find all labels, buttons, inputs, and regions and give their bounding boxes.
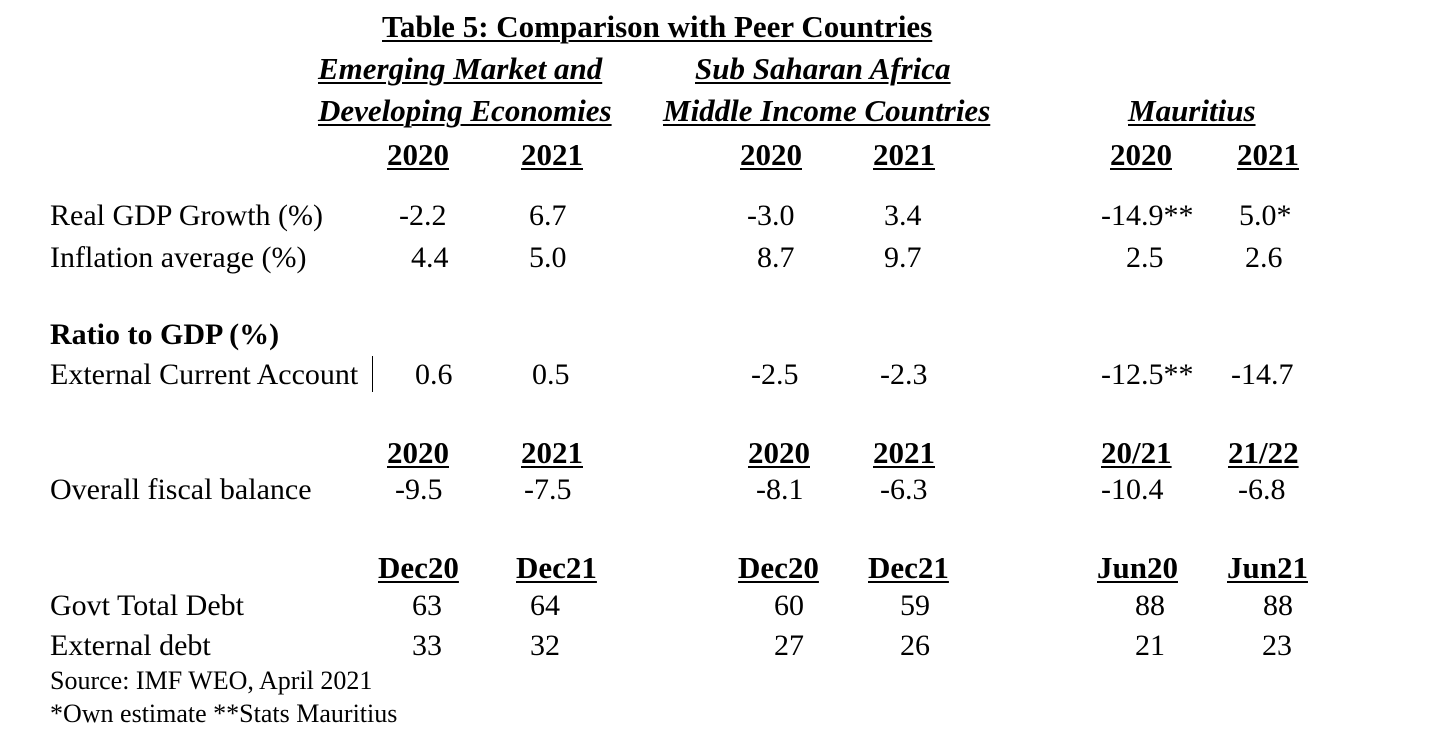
cell-value: -2.2 [399, 199, 447, 232]
text-cursor [372, 356, 373, 392]
period-header: Dec21 [516, 550, 597, 585]
cell-value: 32 [530, 629, 560, 662]
cell-value: -14.9** [1101, 199, 1194, 232]
row-label-gdp-growth: Real GDP Growth (%) [50, 199, 324, 232]
cell-value: -6.8 [1238, 473, 1286, 506]
source-note: Source: IMF WEO, April 2021 [50, 666, 373, 695]
row-label-external-debt: External debt [50, 629, 211, 662]
year-header: 2020 [1110, 137, 1172, 172]
cell-value: 5.0 [529, 241, 567, 274]
cell-value: -10.4 [1101, 473, 1164, 506]
footnote: *Own estimate **Stats Mauritius [50, 699, 398, 728]
cell-value: 23 [1262, 629, 1292, 662]
group-header-mauritius: Mauritius [1128, 93, 1256, 128]
cell-value: -3.0 [747, 199, 795, 232]
cell-value: -9.5 [395, 473, 443, 506]
section-heading-ratio-to-gdp: Ratio to GDP (%) [50, 318, 280, 351]
cell-value: 8.7 [757, 241, 795, 274]
cell-value: -8.1 [756, 473, 804, 506]
period-header: Jun21 [1227, 550, 1308, 585]
cell-value: 60 [774, 589, 804, 622]
period-header: Dec20 [738, 550, 819, 585]
year-header: 2021 [873, 137, 935, 172]
year-header: 2020 [748, 435, 810, 470]
table-title: Table 5: Comparison with Peer Countries [382, 9, 933, 44]
cell-value: -12.5** [1101, 358, 1194, 391]
year-header: 2021 [1237, 137, 1299, 172]
cell-value: 4.4 [411, 241, 449, 274]
cell-value: 5.0* [1239, 199, 1292, 232]
year-header: 2021 [521, 137, 583, 172]
year-header: 2021 [873, 435, 935, 470]
group-header-ssa-line1: Sub Saharan Africa [695, 51, 951, 86]
cell-value: 2.6 [1245, 241, 1283, 274]
year-header: 20/21 [1101, 435, 1172, 470]
year-header: 2020 [740, 137, 802, 172]
cell-value: 33 [412, 629, 442, 662]
cell-value: -2.5 [751, 358, 799, 391]
cell-value: 0.5 [532, 358, 570, 391]
cell-value: 6.7 [529, 199, 567, 232]
row-label-current-account: External Current Account [50, 358, 359, 391]
period-header: Jun20 [1097, 550, 1178, 585]
group-header-ssa-line2: Middle Income Countries [663, 93, 991, 128]
row-label-govt-debt: Govt Total Debt [50, 589, 244, 622]
cell-value: 2.5 [1126, 241, 1164, 274]
year-header: 2021 [521, 435, 583, 470]
cell-value: 63 [412, 589, 442, 622]
year-header: 2020 [387, 435, 449, 470]
period-header: Dec21 [868, 550, 949, 585]
cell-value: 21 [1135, 629, 1165, 662]
cell-value: 64 [530, 589, 560, 622]
cell-value: -6.3 [880, 473, 928, 506]
cell-value: 0.6 [415, 358, 453, 391]
group-header-emde-line1: Emerging Market and [318, 51, 603, 86]
year-header: 21/22 [1228, 435, 1299, 470]
cell-value: 3.4 [884, 199, 922, 232]
cell-value: 59 [900, 589, 930, 622]
row-label-fiscal-balance: Overall fiscal balance [50, 473, 312, 506]
cell-value: -2.3 [880, 358, 928, 391]
cell-value: -14.7 [1231, 358, 1294, 391]
row-label-inflation: Inflation average (%) [50, 241, 307, 274]
period-header: Dec20 [378, 550, 459, 585]
cell-value: 27 [774, 629, 804, 662]
cell-value: 88 [1263, 589, 1293, 622]
cell-value: 26 [900, 629, 930, 662]
group-header-emde-line2: Developing Economies [318, 93, 612, 128]
cell-value: 9.7 [884, 241, 922, 274]
year-header: 2020 [387, 137, 449, 172]
cell-value: -7.5 [524, 473, 572, 506]
cell-value: 88 [1135, 589, 1165, 622]
